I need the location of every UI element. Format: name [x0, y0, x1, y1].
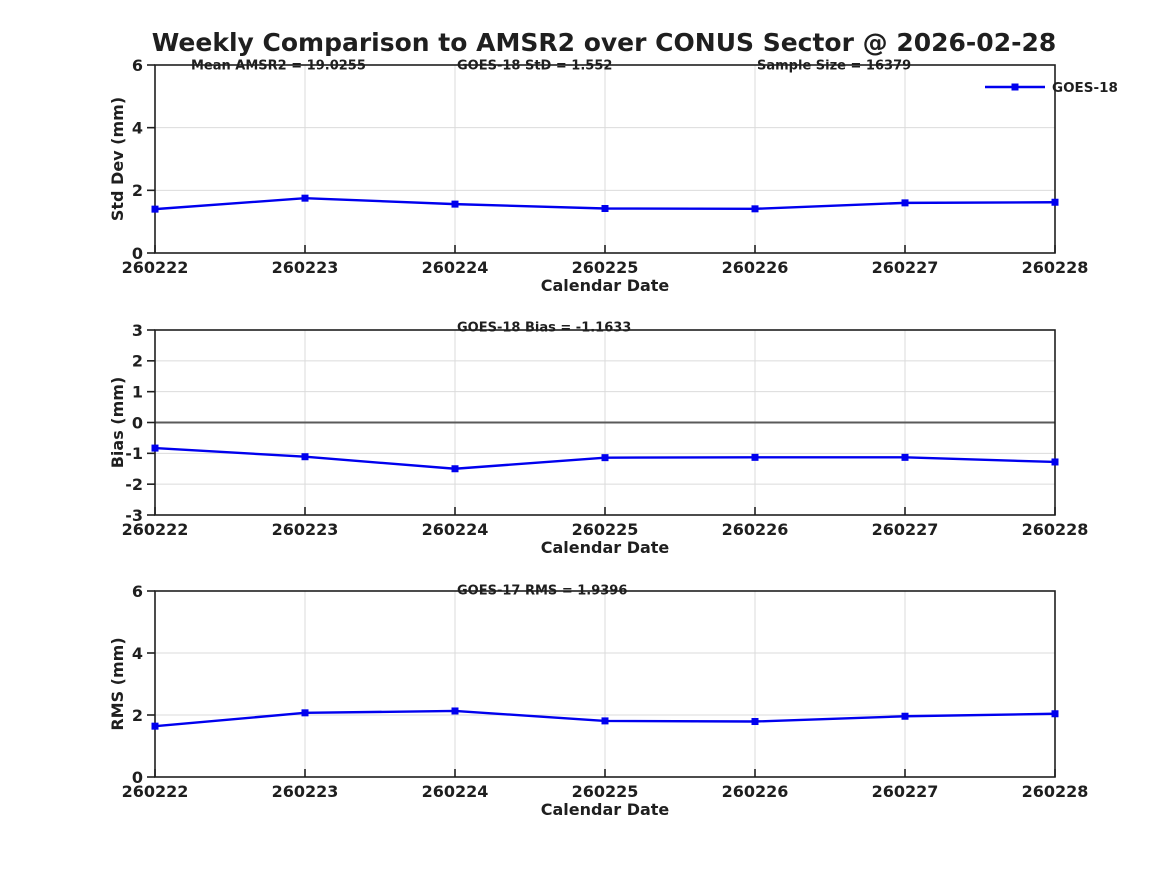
x-tick-label: 260222: [122, 258, 189, 277]
subplots-group: 0 2 4 6 260222 260223 260224 260225 260226 260227…: [108, 56, 1118, 819]
bias-subplot: -3 -2 -1 0 1 2 3 260222 260223 260224 260225 260226…: [108, 321, 1088, 557]
x-tick-label: 260225: [572, 258, 639, 277]
y-tick-label: 2: [132, 706, 143, 725]
y-tick-label: -2: [125, 475, 143, 494]
y-tick-label: 0: [132, 244, 143, 263]
rms-data-marker: [151, 722, 159, 730]
legend: GOES-18: [985, 80, 1118, 96]
y-tick-label: -1: [125, 444, 143, 463]
x-tick-label: 260224: [422, 782, 489, 801]
x-tick-label: 260222: [122, 520, 189, 539]
bias-data-marker: [751, 453, 759, 461]
x-tick-label: 260227: [872, 520, 939, 539]
bias-data-marker: [901, 453, 909, 461]
chart-title: Weekly Comparison to AMSR2 over CONUS Se…: [152, 28, 1057, 57]
bias-y-axis-label: Bias (mm): [108, 377, 127, 469]
x-tick-label: 260226: [722, 258, 789, 277]
y-tick-label: 0: [132, 413, 143, 432]
rms-y-axis-label: RMS (mm): [108, 637, 127, 730]
x-tick-label: 260228: [1022, 258, 1089, 277]
y-tick-label: 4: [132, 644, 143, 663]
x-tick-label: 260225: [572, 782, 639, 801]
bias-data-marker: [151, 444, 159, 452]
stddev-subplot: 0 2 4 6 260222 260223 260224 260225 260226 260227…: [108, 56, 1118, 295]
bias-data-marker: [451, 465, 459, 473]
rms-data-marker: [301, 709, 309, 717]
y-tick-label: 2: [132, 352, 143, 371]
rms-data-marker: [601, 717, 609, 725]
rms-data-marker: [751, 718, 759, 726]
legend-marker: [1011, 83, 1019, 91]
y-tick-label: 2: [132, 181, 143, 200]
stddev-x-axis-label: Calendar Date: [541, 276, 670, 295]
x-tick-label: 260223: [272, 782, 339, 801]
rms-data-marker: [901, 712, 909, 720]
stddev-data-marker: [601, 205, 609, 213]
bias-annotation: GOES-18 Bias = -1.1633: [457, 321, 631, 336]
rms-annotation: GOES-17 RMS = 1.9396: [457, 584, 627, 599]
x-tick-label: 260228: [1022, 782, 1089, 801]
y-tick-label: 4: [132, 118, 143, 137]
x-tick-label: 260224: [422, 520, 489, 539]
x-tick-label: 260227: [872, 782, 939, 801]
legend-label: GOES-18: [1052, 80, 1118, 96]
bias-x-axis-label: Calendar Date: [541, 538, 670, 557]
x-tick-label: 260224: [422, 258, 489, 277]
stddev-data-marker: [451, 200, 459, 208]
rms-subplot: 0 2 4 6 260222 260223 260224 260225 260226 260227…: [108, 582, 1088, 819]
y-tick-label: 3: [132, 321, 143, 340]
x-tick-label: 260225: [572, 520, 639, 539]
stddev-annotation: Mean AMSR2 = 19.0255: [191, 59, 366, 74]
x-tick-label: 260226: [722, 520, 789, 539]
stddev-annotation: Sample Size = 16379: [757, 59, 911, 74]
rms-data-marker: [1051, 710, 1059, 718]
stddev-data-marker: [301, 194, 309, 202]
stddev-data-marker: [1051, 198, 1059, 206]
stddev-y-axis-label: Std Dev (mm): [108, 97, 127, 221]
x-tick-label: 260228: [1022, 520, 1089, 539]
x-tick-label: 260223: [272, 258, 339, 277]
y-tick-label: 6: [132, 582, 143, 601]
x-tick-label: 260226: [722, 782, 789, 801]
x-tick-label: 260227: [872, 258, 939, 277]
y-tick-label: 0: [132, 768, 143, 787]
bias-data-marker: [1051, 458, 1059, 466]
stddev-data-marker: [751, 205, 759, 213]
y-tick-label: 6: [132, 56, 143, 75]
stddev-annotation: GOES-18 StD = 1.552: [457, 59, 612, 74]
bias-data-marker: [301, 453, 309, 461]
stddev-data-marker: [901, 199, 909, 207]
rms-data-marker: [451, 707, 459, 715]
x-tick-label: 260222: [122, 782, 189, 801]
x-tick-label: 260223: [272, 520, 339, 539]
stddev-data-marker: [151, 205, 159, 213]
bias-data-marker: [601, 454, 609, 462]
rms-x-axis-label: Calendar Date: [541, 800, 670, 819]
y-tick-label: 1: [132, 382, 143, 401]
y-tick-label: -3: [125, 506, 143, 525]
